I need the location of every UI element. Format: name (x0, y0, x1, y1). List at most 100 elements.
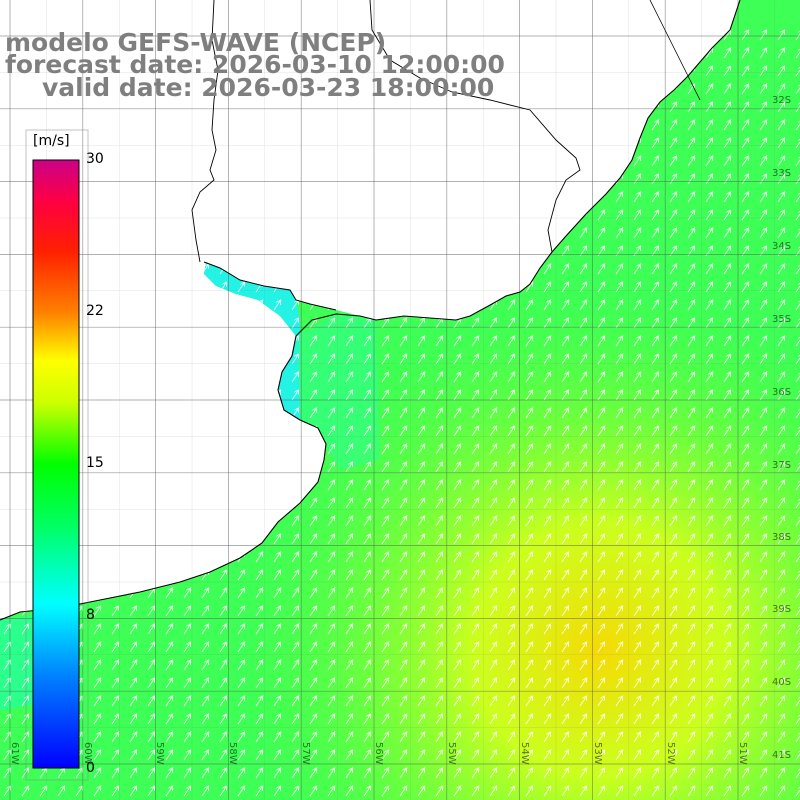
wind-arrow (561, 444, 569, 455)
wind-arrow (273, 102, 281, 113)
wind-arrow (417, 462, 425, 473)
wind-arrow (615, 228, 623, 239)
wind-arrow (201, 606, 209, 617)
wind-arrow (741, 318, 749, 329)
wind-arrow (453, 354, 461, 365)
wind-arrow (291, 390, 299, 401)
wind-arrow (291, 588, 299, 599)
wind-arrow (561, 336, 569, 347)
wind-arrow (435, 174, 443, 185)
wind-arrow (579, 318, 587, 329)
wind-arrow (651, 174, 659, 185)
wind-arrow (453, 426, 461, 437)
wind-arrow (543, 606, 551, 617)
wind-arrow (525, 318, 533, 329)
wind-arrow (129, 534, 137, 545)
wind-arrow (795, 192, 800, 203)
wind-arrow (327, 390, 335, 401)
wind-arrow (579, 498, 587, 509)
wind-arrow (345, 192, 353, 203)
wind-arrow (111, 282, 119, 293)
wind-arrow (633, 48, 641, 59)
wind-arrow (795, 102, 800, 113)
wind-arrow (273, 498, 281, 509)
wind-arrow (291, 570, 299, 581)
wind-arrow (183, 426, 191, 437)
wind-arrow (237, 210, 245, 221)
wind-arrow (723, 156, 731, 167)
wind-arrow (705, 138, 713, 149)
wind-arrow (345, 498, 353, 509)
wind-arrow (759, 372, 767, 383)
wind-arrow (111, 462, 119, 473)
wind-arrow (345, 300, 353, 311)
wind-arrow (759, 390, 767, 401)
wind-arrow (345, 228, 353, 239)
wind-arrow (291, 516, 299, 527)
wind-arrow (759, 426, 767, 437)
wind-arrow (669, 444, 677, 455)
wind-arrow (615, 390, 623, 401)
wind-arrow (669, 282, 677, 293)
wind-arrow (561, 552, 569, 563)
wind-arrow (489, 354, 497, 365)
wind-arrow (75, 138, 83, 149)
wind-arrow (417, 588, 425, 599)
wind-arrow (525, 228, 533, 239)
wind-arrow (705, 102, 713, 113)
wind-arrow (381, 516, 389, 527)
wind-arrow (525, 534, 533, 545)
wind-arrow (615, 66, 623, 77)
wind-arrow (183, 156, 191, 167)
wind-arrow (507, 408, 515, 419)
wind-arrow (129, 372, 137, 383)
wind-arrow (507, 426, 515, 437)
wind-arrow (309, 534, 317, 545)
wind-arrow (489, 390, 497, 401)
wind-arrow (633, 264, 641, 275)
wind-arrow (453, 606, 461, 617)
wind-arrow (21, 372, 29, 383)
wind-arrow (777, 498, 785, 509)
wind-arrow (453, 336, 461, 347)
wind-arrow (345, 336, 353, 347)
wind-arrow (237, 192, 245, 203)
wind-arrow (651, 534, 659, 545)
wind-arrow (363, 534, 371, 545)
wind-arrow (129, 282, 137, 293)
wind-arrow (381, 192, 389, 203)
wind-arrow (759, 498, 767, 509)
wind-arrow (669, 408, 677, 419)
wind-arrow (759, 516, 767, 527)
wind-arrow (21, 570, 29, 581)
wind-arrow (687, 372, 695, 383)
lat-label: 41S (772, 750, 792, 761)
wind-arrow (489, 174, 497, 185)
wind-arrow (219, 336, 227, 347)
wind-arrow (597, 120, 605, 131)
wind-arrow (579, 174, 587, 185)
wind-arrow (399, 264, 407, 275)
wind-arrow (687, 84, 695, 95)
wind-arrow (543, 498, 551, 509)
wind-arrow (273, 462, 281, 473)
wind-arrow (561, 354, 569, 365)
wind-arrow (237, 174, 245, 185)
wind-arrow (741, 264, 749, 275)
wind-arrow (345, 570, 353, 581)
wind-arrow (471, 174, 479, 185)
wind-arrow (291, 606, 299, 617)
wind-arrow (669, 354, 677, 365)
wind-arrow (93, 588, 101, 599)
wind-arrow (633, 174, 641, 185)
wind-arrow (561, 606, 569, 617)
wind-arrow (723, 444, 731, 455)
wind-arrow (615, 156, 623, 167)
wind-arrow (615, 48, 623, 59)
wind-arrow (759, 156, 767, 167)
wind-arrow (219, 570, 227, 581)
wind-arrow (741, 102, 749, 113)
wind-arrow (183, 588, 191, 599)
wind-arrow (129, 192, 137, 203)
